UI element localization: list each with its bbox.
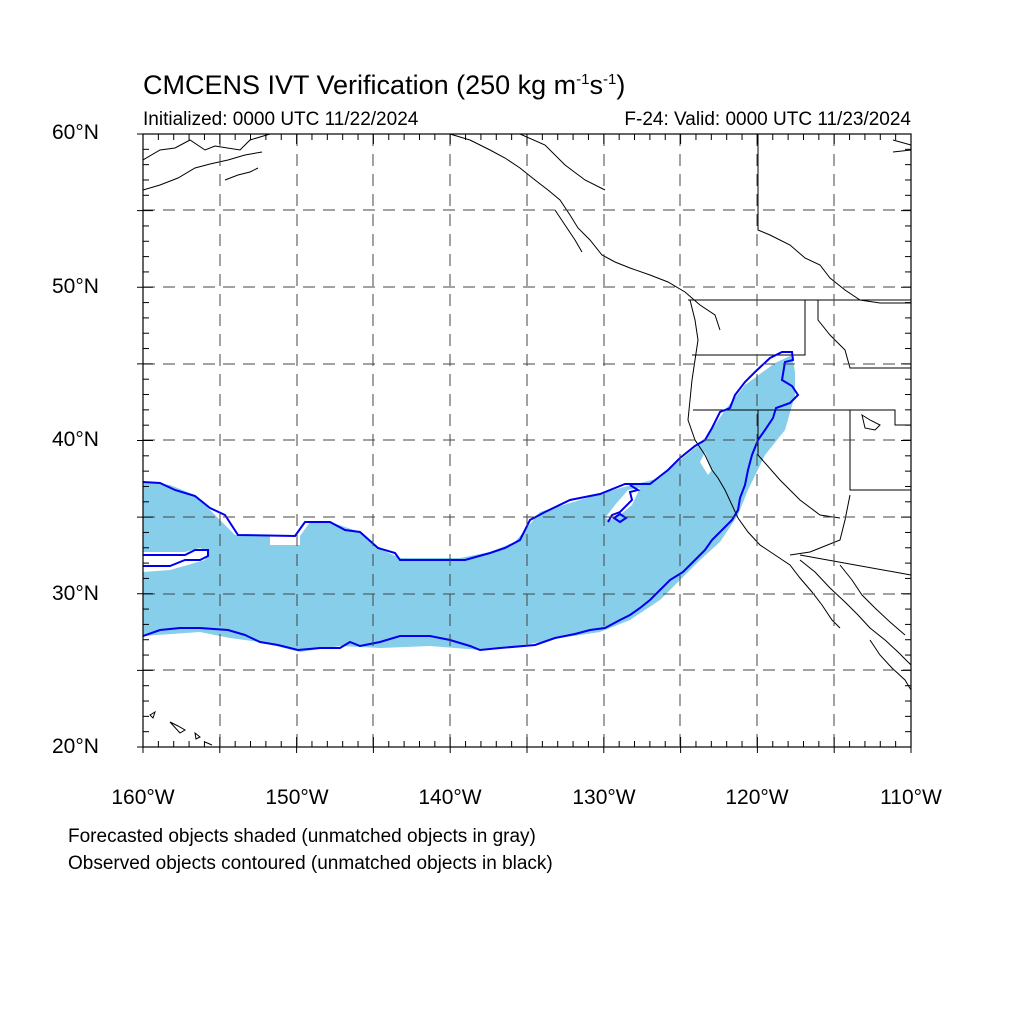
page-title: CMCENS IVT Verification (250 kg m-1s-1): [143, 70, 626, 100]
axis-ticks: [137, 133, 912, 753]
forecast-object-fill: [143, 355, 795, 652]
lon-label-140w: 140°W: [418, 786, 482, 809]
footer-forecast-note: Forecasted objects shaded (unmatched obj…: [68, 826, 536, 847]
graticule: [143, 134, 911, 747]
lat-label-60n: 60°N: [52, 121, 99, 144]
political-borders: [688, 299, 911, 576]
observed-object-contours: [143, 351, 800, 652]
lon-label-120w: 120°W: [725, 786, 789, 809]
valid-time: F-24: Valid: 0000 UTC 11/23/2024: [624, 109, 911, 130]
lon-label-160w: 160°W: [111, 786, 175, 809]
lat-label-30n: 30°N: [52, 582, 99, 605]
coastlines: [143, 134, 911, 746]
lon-label-130w: 130°W: [572, 786, 636, 809]
lat-label-50n: 50°N: [52, 275, 99, 298]
lon-label-150w: 150°W: [265, 786, 329, 809]
lat-label-20n: 20°N: [52, 735, 99, 758]
lon-label-110w: 110°W: [880, 786, 942, 809]
lat-label-40n: 40°N: [52, 428, 99, 451]
initialized-time: Initialized: 0000 UTC 11/22/2024: [143, 109, 419, 130]
footer-observed-note: Observed objects contoured (unmatched ob…: [68, 853, 553, 874]
